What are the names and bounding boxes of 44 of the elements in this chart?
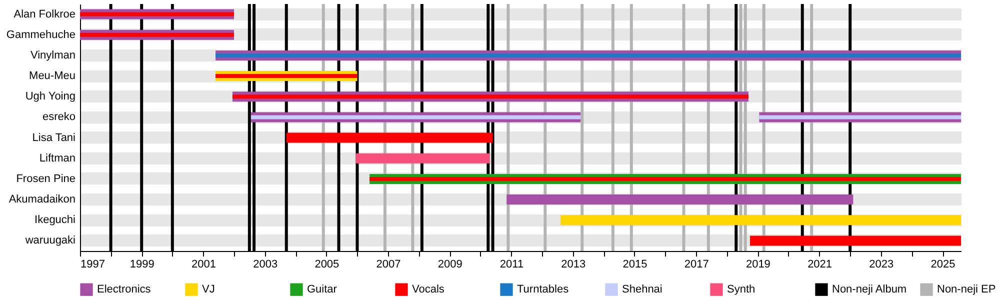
y-tick-label: Meu-Meu: [29, 70, 76, 82]
legend-label: Guitar: [307, 284, 338, 296]
x-tick-label: 2017: [684, 258, 709, 270]
legend-label: Non-neji EP: [937, 284, 996, 296]
y-tick-label: Gammehuche: [6, 28, 76, 41]
y-tick-label: Vinylman: [30, 49, 76, 62]
x-tick-label: 2003: [253, 258, 278, 270]
legend-label: Turntables: [517, 284, 570, 296]
bar: [356, 153, 490, 164]
x-tick-label: 2009: [438, 258, 462, 270]
x-tick-label: 2011: [500, 258, 524, 270]
y-tick-label: esreko: [42, 111, 76, 124]
bar: [250, 115, 581, 120]
bar: [232, 94, 748, 99]
bar: [759, 115, 961, 120]
y-tick-label: Ikeguchi: [34, 214, 76, 226]
x-tick-label: 2015: [622, 258, 648, 270]
bar: [370, 176, 961, 181]
y-tick-label: Alan Folkroe: [14, 8, 76, 20]
x-tick-label: 2005: [314, 258, 340, 270]
y-tick-label: Lisa Tani: [32, 132, 76, 144]
x-tick-label: 2019: [746, 258, 770, 270]
x-tick-label: 2025: [930, 258, 956, 270]
bar: [80, 12, 234, 16]
legend-label: Shehnai: [622, 284, 662, 296]
legend-label: Vocals: [412, 284, 445, 296]
legend-label: VJ: [202, 284, 215, 296]
bar: [80, 32, 234, 37]
y-tick-label: Ugh Yoing: [25, 90, 76, 103]
x-tick-label: 2021: [808, 258, 832, 270]
y-tick-label: waruugaki: [24, 234, 76, 247]
y-tick-label: Akumadaikon: [8, 194, 76, 206]
x-tick-label: 2007: [376, 258, 401, 270]
x-tick-label: 2023: [869, 258, 894, 270]
y-tick-label: Liftman: [39, 152, 76, 164]
legend-label: Electronics: [97, 284, 152, 296]
legend-label: Synth: [727, 284, 756, 296]
x-tick-label: 2013: [561, 258, 586, 270]
legend-label: Non-neji Album: [832, 284, 907, 296]
x-tick-label: 2001: [191, 258, 216, 270]
bar: [216, 74, 358, 78]
x-tick-label: 1999: [130, 258, 154, 270]
x-tick-label: 1997: [80, 258, 105, 270]
y-tick-label: Frosen Pine: [16, 172, 76, 185]
